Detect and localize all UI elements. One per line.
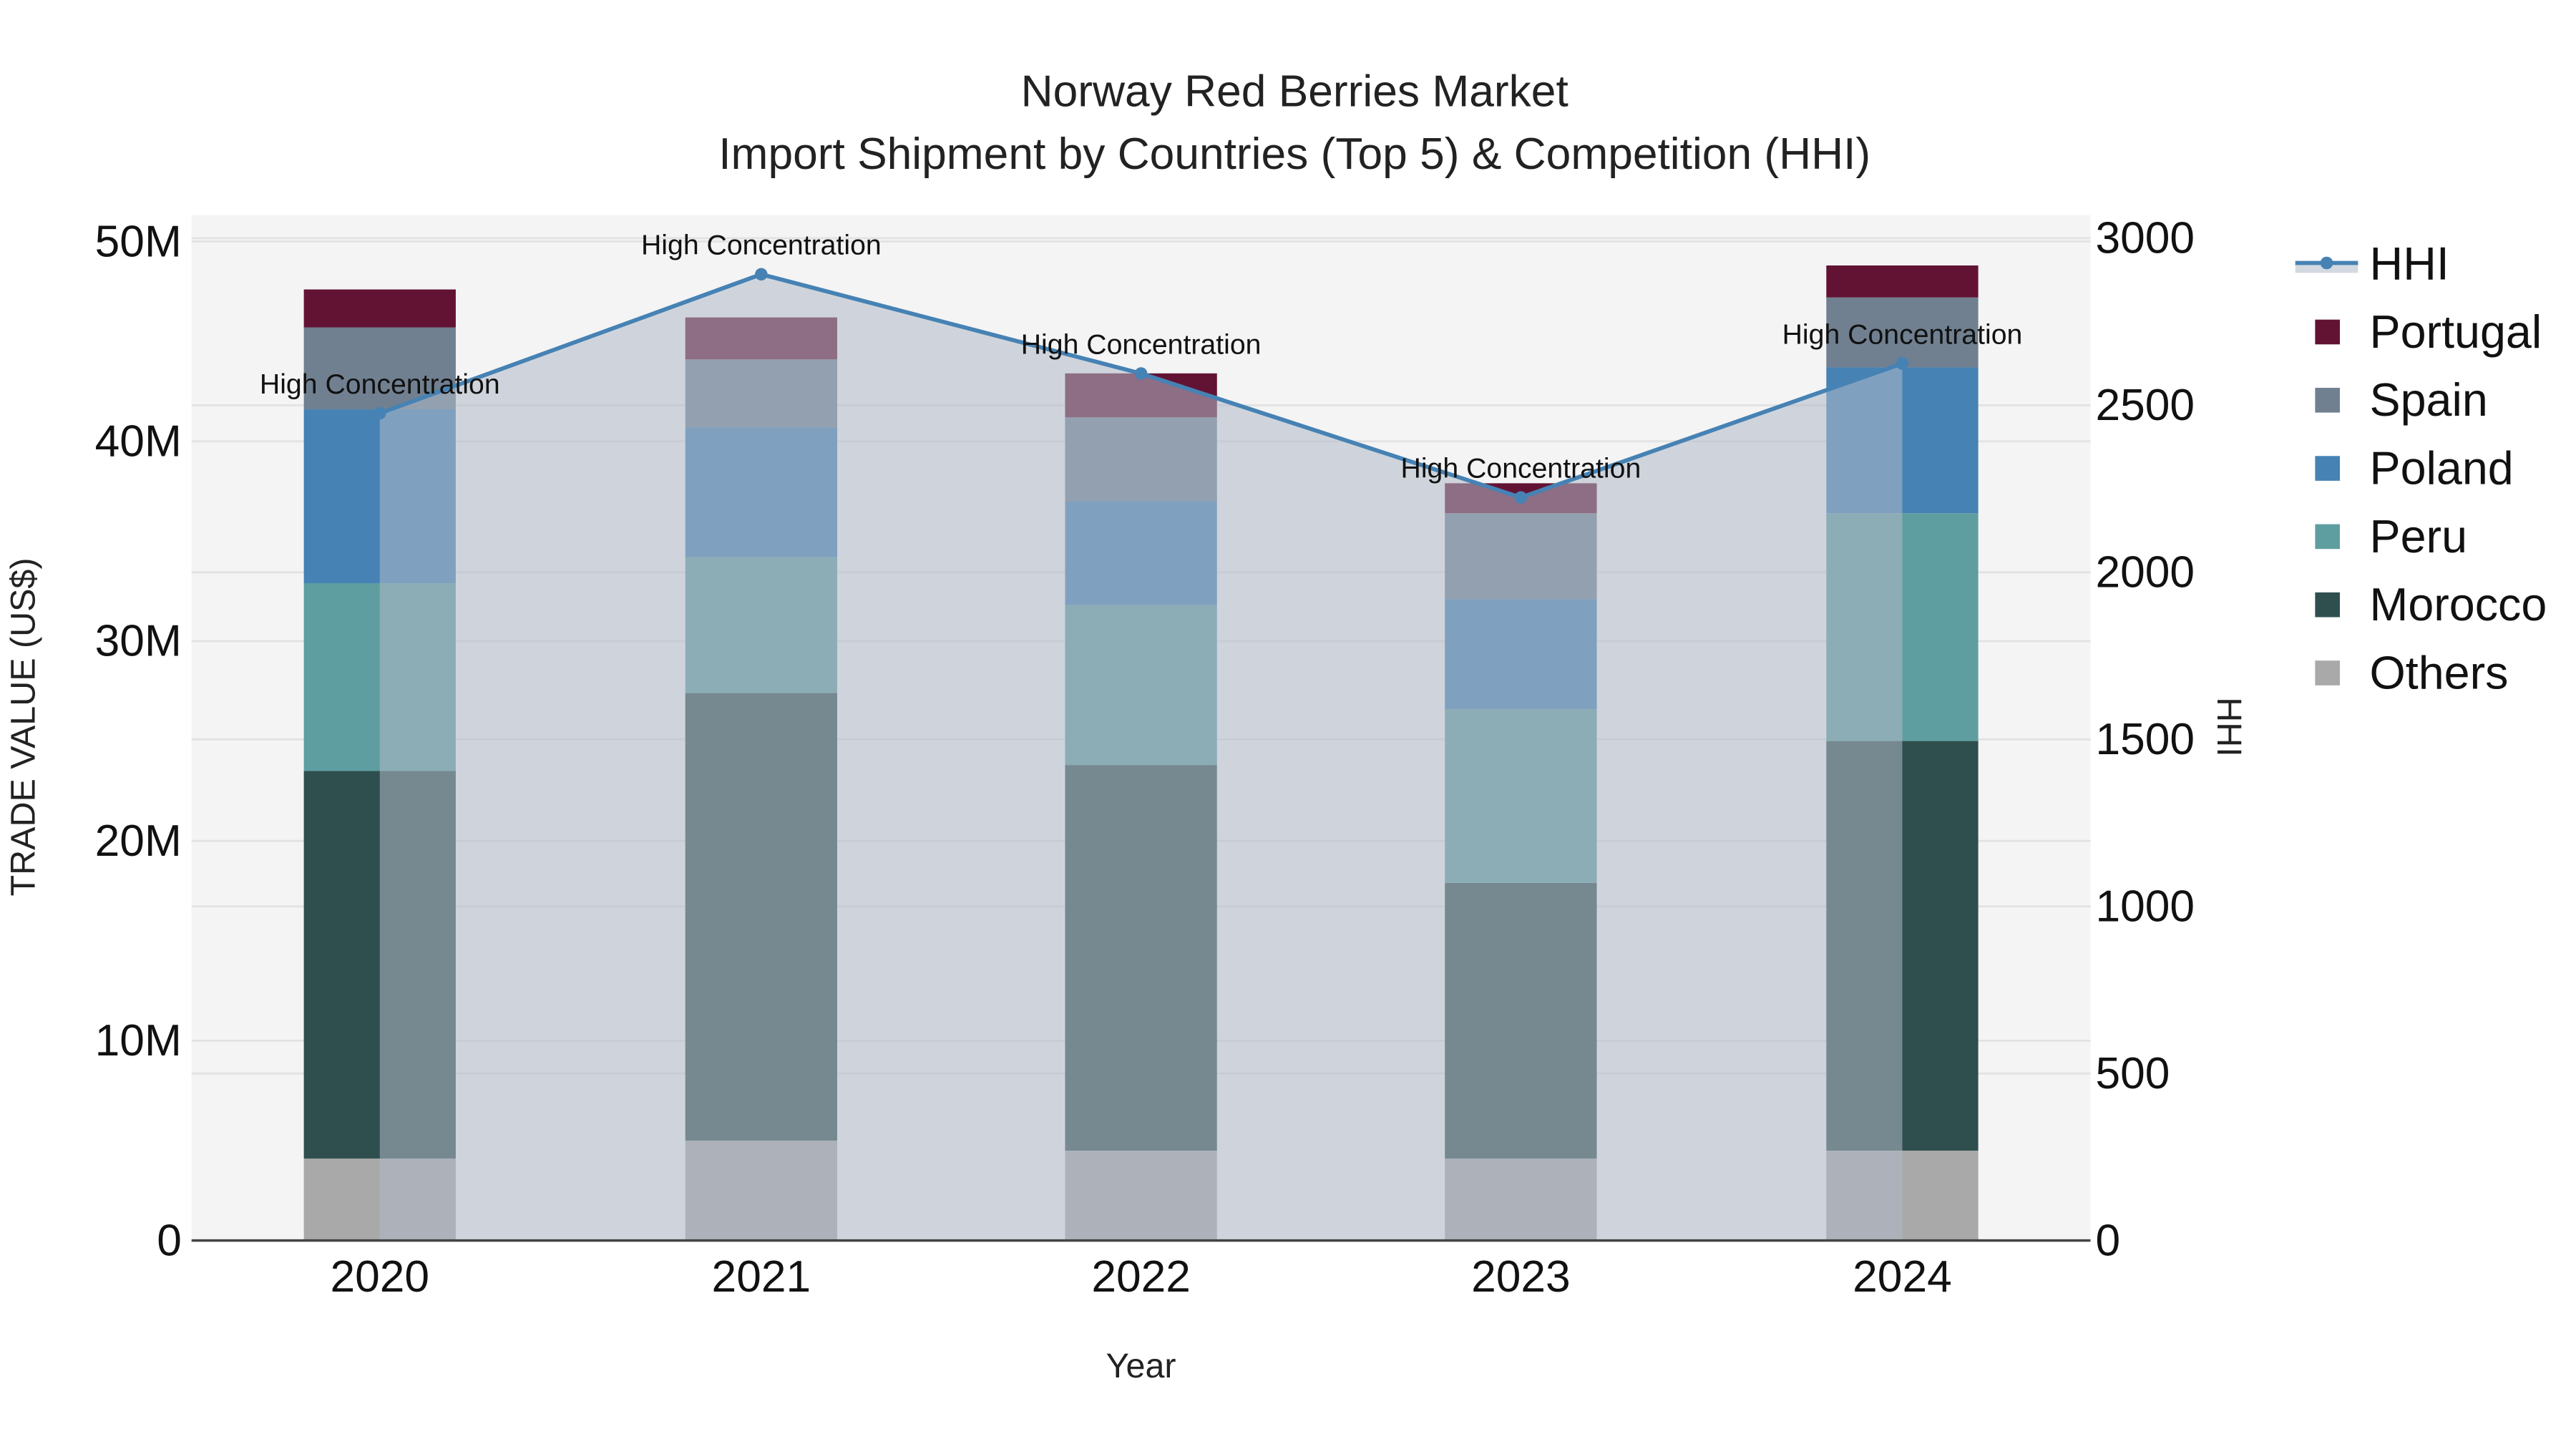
legend-item-poland[interactable]: Poland [2315,443,2514,494]
annotations: High Concentration High Concentration High… [260,230,2022,484]
hhi-marker-2024[interactable] [1896,357,1909,370]
annotation-2023: High Concentration [1401,453,1641,484]
hhi-line [374,268,1909,1241]
annotation-2024: High Concentration [1782,318,2023,350]
y-left-ticks: 0 10M 20M 30M 40M 50M [95,217,182,1265]
legend-label: Morocco [2370,579,2547,630]
chart-title-line1: Norway Red Berries Market [1021,67,1568,116]
y-right-axis-title: HHI [2210,697,2248,756]
y-right-tick-label: 2500 [2095,381,2195,430]
legend-swatch-icon [2315,456,2340,481]
y-left-tick-label: 30M [95,617,182,666]
hhi-marker-2022[interactable] [1134,367,1148,380]
legend-item-peru[interactable]: Peru [2315,511,2467,562]
y-left-tick-label: 20M [95,816,182,866]
y-right-tick-label: 1500 [2095,715,2195,764]
annotation-2022: High Concentration [1021,328,1262,360]
y-left-tick-label: 40M [95,417,182,467]
y-left-tick-label: 0 [157,1216,182,1265]
legend-item-hhi[interactable]: HHI [2295,238,2449,290]
legend-swatch-icon [2315,592,2340,618]
legend-hhi-marker-icon [2320,256,2333,270]
legend-item-morocco[interactable]: Morocco [2315,579,2547,630]
x-axis-title: Year [1106,1347,1176,1385]
hhi-marker-2020[interactable] [374,406,386,420]
legend-item-spain[interactable]: Spain [2315,374,2488,426]
x-tick-label-2022: 2022 [1091,1252,1191,1302]
legend-swatch-icon [2315,387,2340,413]
legend: HHI Portugal Spain Poland Peru Morocco Others [2295,238,2547,698]
y-left-tick-label: 10M [95,1016,182,1065]
legend-swatch-icon [2315,660,2340,686]
legend-label: Poland [2370,443,2514,494]
x-ticks: 2020 2021 2022 2023 2024 [330,1252,1951,1302]
y-right-ticks: 0 500 1000 1500 2000 2500 3000 [2095,214,2195,1266]
annotation-2020: High Concentration [260,369,500,400]
y-right-tick-label: 2000 [2095,548,2195,597]
annotation-2021: High Concentration [641,230,882,261]
legend-item-portugal[interactable]: Portugal [2315,306,2542,358]
y-left-axis-title: TRADE VALUE (US$) [4,557,42,896]
x-tick-label-2020: 2020 [330,1252,429,1302]
x-tick-label-2021: 2021 [712,1252,811,1302]
y-right-tick-label: 3000 [2095,214,2195,263]
legend-label: HHI [2370,238,2449,290]
legend-swatch-icon [2315,524,2340,550]
legend-item-others[interactable]: Others [2315,647,2508,698]
y-right-tick-label: 0 [2095,1216,2120,1265]
y-left-tick-label: 50M [95,217,182,266]
bar-segment-portugal[interactable] [303,289,456,328]
bar-segment-spain[interactable] [1826,297,1979,368]
y-right-tick-label: 500 [2095,1049,2170,1098]
x-tick-label-2023: 2023 [1471,1252,1571,1302]
y-right-tick-label: 1000 [2095,882,2195,932]
legend-label: Peru [2370,511,2467,562]
hhi-marker-2021[interactable] [755,268,768,281]
hhi-marker-2023[interactable] [1514,491,1528,504]
legend-label: Others [2370,647,2509,698]
legend-label: Portugal [2370,306,2542,358]
x-tick-label-2024: 2024 [1853,1252,1952,1302]
legend-label: Spain [2370,374,2488,426]
chart-title-line2: Import Shipment by Countries (Top 5) & C… [718,130,1870,179]
hhi-area [379,274,1903,1241]
legend-swatch-icon [2315,319,2340,345]
bar-segment-portugal[interactable] [1826,265,1979,298]
